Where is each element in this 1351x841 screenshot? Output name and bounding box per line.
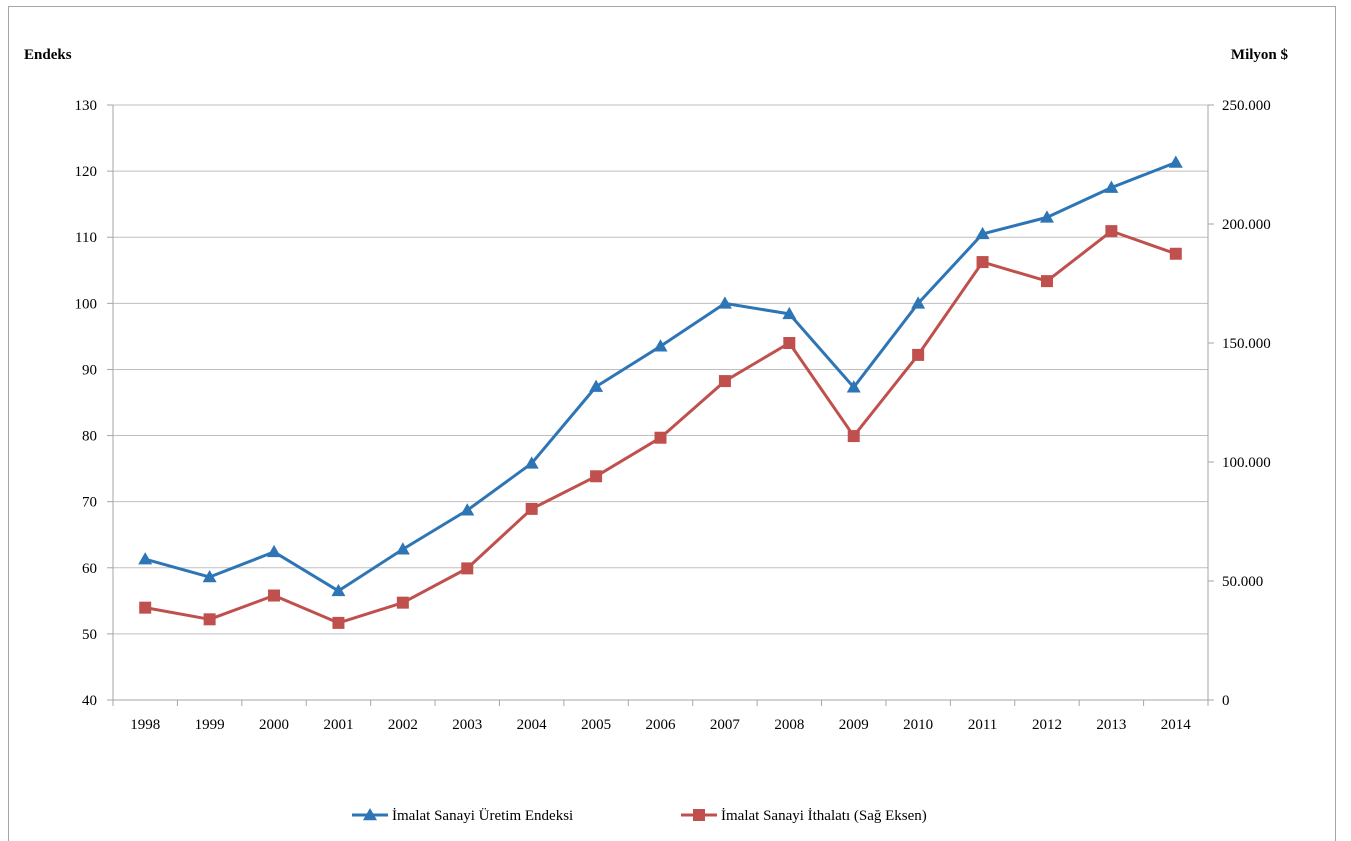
left-tick-label: 90 [82, 362, 97, 378]
right-tick-label: 50.000 [1222, 574, 1263, 590]
data-point [139, 601, 152, 614]
left-tick-label: 120 [75, 164, 98, 180]
x-tick-label: 2002 [388, 717, 418, 733]
left-tick-label: 100 [75, 296, 98, 312]
data-point [911, 296, 926, 309]
left-tick-label: 130 [75, 98, 98, 114]
legend-label: İmalat Sanayi İthalatı (Sağ Eksen) [721, 808, 927, 824]
data-point [1169, 247, 1182, 260]
left-tick-label: 110 [75, 230, 97, 246]
data-point [1105, 225, 1118, 238]
data-point [717, 296, 732, 309]
data-point [718, 375, 731, 388]
series-line [144, 161, 1177, 593]
x-tick-label: 1998 [130, 717, 160, 733]
left-tick-label: 50 [82, 627, 97, 643]
chart-frame [8, 6, 1336, 841]
left-axis-title: Endeks [24, 47, 72, 63]
x-tick-label: 2014 [1161, 717, 1192, 733]
data-point [203, 613, 216, 626]
data-point [268, 589, 281, 602]
x-tick-label: 2005 [581, 717, 611, 733]
data-point [267, 544, 282, 558]
legend-marker [363, 808, 377, 821]
data-point [1168, 155, 1183, 168]
data-point [653, 339, 668, 352]
x-tick-label: 2008 [774, 717, 804, 733]
data-point [976, 256, 989, 269]
gridlines [113, 104, 1208, 635]
data-point [912, 348, 925, 361]
data-point [847, 430, 860, 443]
left-tick-label: 60 [82, 561, 97, 577]
data-point [332, 616, 345, 629]
right-tick-label: 150.000 [1222, 336, 1271, 352]
left-tick-label: 80 [82, 429, 97, 445]
data-point [590, 470, 603, 483]
x-tick-label: 2006 [646, 717, 677, 733]
data-point [524, 456, 539, 469]
data-point [1104, 180, 1119, 193]
data-point [202, 570, 217, 583]
data-point [460, 503, 475, 516]
tick-labels: 40 50 60 70 80 90 100 110 120 130 0 50.000 100.000 15… [75, 98, 1271, 733]
axes [107, 104, 1214, 706]
x-tick-label: 2004 [517, 717, 548, 733]
right-tick-label: 200.000 [1222, 217, 1271, 233]
data-point [589, 379, 604, 392]
data-point [138, 552, 153, 565]
x-tick-label: 2012 [1032, 717, 1062, 733]
right-axis-title: Milyon $ [1231, 47, 1289, 63]
series-layer [138, 155, 1183, 629]
legend-label: İmalat Sanayi Üretim Endeksi [392, 807, 573, 824]
x-tick-label: 1999 [195, 717, 225, 733]
x-tick-label: 2001 [323, 717, 353, 733]
data-point [395, 542, 410, 555]
data-point [783, 337, 796, 349]
left-tick-label: 70 [82, 495, 97, 511]
series-line [144, 229, 1177, 625]
x-tick-label: 2013 [1096, 717, 1126, 733]
data-point [846, 380, 861, 393]
x-tick-label: 2003 [452, 717, 482, 733]
x-tick-label: 2009 [839, 717, 869, 733]
x-tick-label: 2010 [903, 717, 933, 733]
right-tick-label: 0 [1222, 693, 1230, 709]
x-tick-label: 2011 [968, 717, 997, 733]
x-tick-label: 2007 [710, 717, 741, 733]
data-point [975, 226, 990, 240]
right-tick-label: 100.000 [1222, 455, 1271, 471]
data-point [396, 596, 409, 609]
data-point [1040, 275, 1053, 288]
legend: İmalat Sanayi Üretim Endeksi İmalat Sanay… [352, 807, 927, 824]
data-point [782, 306, 797, 320]
data-point [654, 431, 667, 444]
data-point [331, 583, 346, 597]
data-point [461, 562, 474, 575]
right-tick-label: 250.000 [1222, 98, 1271, 114]
legend-marker [693, 809, 705, 821]
data-point [525, 502, 538, 515]
left-tick-label: 40 [82, 693, 97, 709]
x-tick-label: 2000 [259, 717, 289, 733]
data-point [1039, 210, 1054, 223]
